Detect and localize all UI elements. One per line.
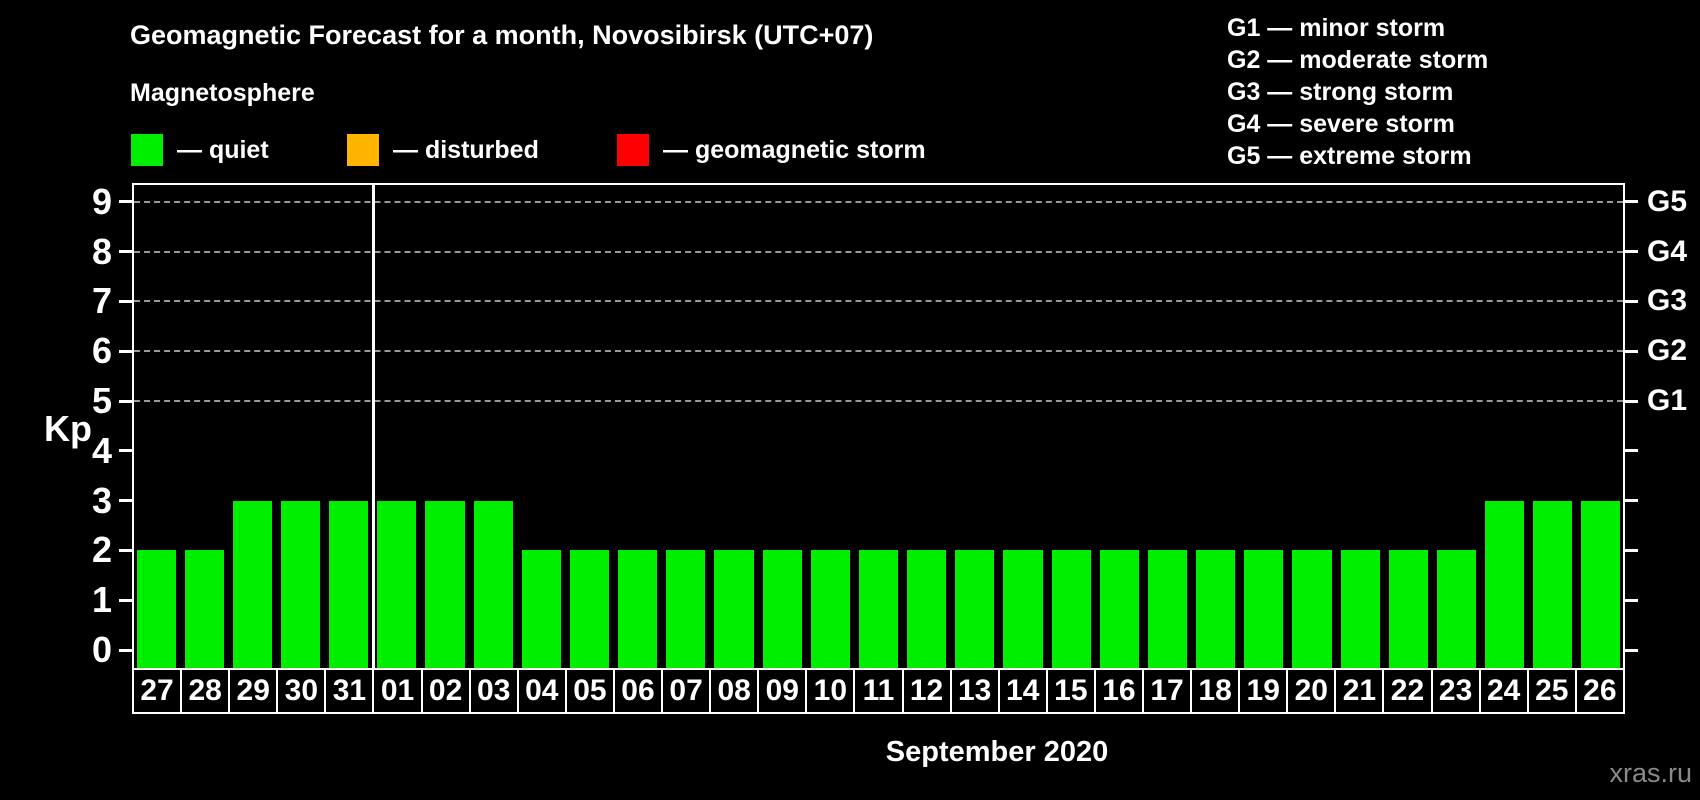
g-scale-legend-g5: G5 — extreme storm	[1227, 142, 1472, 170]
y-axis-tick-right-6	[1625, 349, 1638, 353]
xras-watermark: xras.ru	[1609, 758, 1692, 788]
g-level-label-g1: G1	[1647, 384, 1688, 417]
legend-item-storm: — geomagnetic storm	[617, 133, 926, 167]
day-label-cell-26: 26	[1574, 668, 1625, 714]
legend-label-storm: — geomagnetic storm	[663, 135, 926, 164]
y-axis-tick-label-8: 8	[91, 230, 112, 272]
day-label-cell-09: 09	[757, 668, 808, 714]
day-label-cell-19: 19	[1238, 668, 1289, 714]
y-axis-tick-label-2: 2	[91, 529, 112, 571]
legend-item-quiet: — quiet	[131, 133, 269, 167]
quiet-color-swatch	[131, 134, 163, 166]
y-axis-tick-right-9	[1625, 200, 1638, 204]
g-level-label-g2: G2	[1647, 334, 1688, 368]
day-label-cell-16: 16	[1093, 668, 1144, 714]
y-axis-tick-left-5	[119, 399, 132, 403]
day-label-cell-18: 18	[1190, 668, 1241, 714]
day-label-cell-07: 07	[661, 668, 712, 714]
y-axis-tick-left-3	[119, 499, 132, 503]
day-label-cell-08: 08	[709, 668, 760, 714]
y-axis-tick-label-9: 9	[91, 180, 112, 222]
y-axis-tick-left-9	[119, 200, 132, 204]
day-label-cell-12: 12	[901, 668, 952, 714]
y-axis-tick-left-7	[119, 299, 132, 303]
day-label-cell-10: 10	[805, 668, 856, 714]
x-axis-day-labels: 27 28 29 30 31 01 02 03 04 05 06 07 08 09 10 11 12 13 14 15…	[132, 668, 1625, 714]
legend-label-disturbed: — disturbed	[393, 135, 539, 164]
y-axis-tick-right-3	[1625, 499, 1638, 503]
magnetosphere-label: Magnetosphere	[130, 79, 315, 107]
plot-frame	[132, 183, 1625, 668]
y-axis-tick-left-2	[119, 548, 132, 552]
y-axis-tick-right-2	[1625, 548, 1638, 552]
day-label-cell-11: 11	[853, 668, 904, 714]
day-label-cell-20: 20	[1286, 668, 1337, 714]
g-scale-legend-g2: G2 — moderate storm	[1227, 46, 1489, 74]
month-label: September 2020	[885, 736, 1109, 768]
chart-title: Geomagnetic Forecast for a month, Novosi…	[130, 20, 874, 50]
day-label-cell-21: 21	[1334, 668, 1385, 714]
day-label-cell-27: 27	[132, 668, 183, 714]
g-scale-legend: G1 — minor storm G2 — moderate storm G3 …	[1227, 12, 1488, 172]
day-label-cell-22: 22	[1382, 668, 1433, 714]
disturbed-color-swatch	[347, 134, 379, 166]
day-label-cell-13: 13	[949, 668, 1000, 714]
day-label-cell-29: 29	[228, 668, 279, 714]
y-axis-tick-right-5	[1625, 399, 1638, 403]
day-label-cell-15: 15	[1045, 668, 1096, 714]
y-axis-tick-right-1	[1625, 598, 1638, 602]
day-label-cell-03: 03	[468, 668, 519, 714]
day-label-cell-06: 06	[612, 668, 664, 714]
legend-item-disturbed: — disturbed	[347, 133, 539, 167]
legend-label-quiet: — quiet	[177, 135, 269, 164]
day-label-cell-14: 14	[997, 668, 1048, 714]
y-axis-tick-right-0	[1625, 648, 1638, 652]
day-label-cell-24: 24	[1478, 668, 1529, 714]
y-axis-tick-label-7: 7	[91, 280, 112, 322]
y-axis-tick-label-6: 6	[91, 330, 112, 372]
y-axis-tick-left-1	[119, 598, 132, 602]
storm-color-swatch	[617, 134, 649, 166]
y-axis-tick-left-6	[119, 349, 132, 353]
y-axis-tick-label-1: 1	[91, 579, 112, 621]
g-level-label-g4: G4	[1647, 234, 1688, 268]
g-scale-legend-g3: G3 — strong storm	[1227, 78, 1454, 106]
day-label-cell-05: 05	[564, 668, 615, 714]
day-label-cell-01: 01	[372, 668, 423, 714]
y-axis-tick-right-8	[1625, 250, 1638, 254]
y-axis-tick-left-4	[119, 449, 132, 453]
day-label-cell-17: 17	[1141, 668, 1193, 714]
g-level-label-g5: G5	[1647, 184, 1688, 218]
y-axis-title-kp: Kp	[44, 408, 92, 449]
y-axis-tick-right-4	[1625, 449, 1638, 453]
y-axis-tick-left-8	[119, 250, 132, 254]
y-axis-tick-right-7	[1625, 299, 1638, 303]
y-axis-tick-left-0	[119, 648, 132, 652]
g-scale-legend-g4: G4 — severe storm	[1227, 110, 1455, 138]
y-axis-tick-label-3: 3	[91, 479, 112, 521]
day-label-cell-31: 31	[324, 668, 375, 714]
day-label-cell-28: 28	[180, 668, 231, 714]
day-label-cell-02: 02	[420, 668, 471, 714]
g-scale-legend-g1: G1 — minor storm	[1227, 14, 1446, 42]
day-label-cell-04: 04	[516, 668, 567, 714]
day-label-cell-23: 23	[1430, 668, 1481, 714]
day-label-cell-25: 25	[1526, 668, 1577, 714]
g-level-label-g3: G3	[1647, 284, 1688, 318]
y-axis-tick-label-0: 0	[91, 629, 112, 670]
day-label-cell-30: 30	[276, 668, 327, 714]
